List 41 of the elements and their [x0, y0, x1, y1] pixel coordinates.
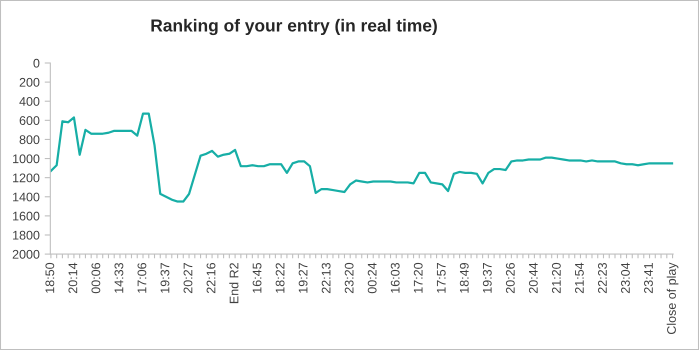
x-tick-label: 20:14 [68, 262, 78, 294]
x-tick-label: 22:23 [598, 262, 607, 294]
y-tick-label: 0 [33, 58, 40, 68]
y-tick-label: 1400 [13, 192, 40, 202]
y-tick-label: 200 [20, 78, 40, 87]
x-tick-label: 20:27 [184, 263, 192, 294]
x-tick-label: 18:49 [460, 263, 469, 293]
x-tick-label: 23:41 [644, 263, 653, 294]
y-tick-label: 1000 [13, 154, 40, 164]
chart-title: Ranking of your entry (in real time) [151, 18, 437, 36]
x-tick-label: 19:37 [160, 263, 170, 293]
x-tick-label: 16:45 [252, 262, 262, 293]
y-tick-label: 1800 [13, 230, 40, 240]
x-tick-label: 17:20 [414, 262, 423, 293]
y-tick-label: 1200 [13, 173, 40, 182]
x-tick-label: 22:16 [206, 262, 216, 294]
x-tick-label: 23:20 [344, 262, 354, 294]
x-tick-label: End R2 [229, 263, 238, 304]
y-tick-label: 800 [20, 135, 40, 144]
x-tick-label: 20:26 [506, 262, 515, 294]
x-tick-label: 18:50 [45, 262, 54, 293]
x-tick-label: 00:06 [91, 262, 100, 294]
y-tick-label: 1600 [13, 212, 40, 221]
x-tick-label: 23:04 [621, 262, 630, 294]
x-tick-label: 22:13 [322, 262, 331, 294]
x-tick-label: Close of play [666, 262, 678, 334]
line-series [50, 112, 674, 203]
x-tick-label: 17:06 [138, 262, 146, 293]
x-tick-label: 21:54 [574, 262, 584, 294]
x-tick-label: 18:22 [276, 263, 285, 293]
x-tick-label: 16:03 [390, 262, 400, 293]
x-tick-label: 17:57 [436, 263, 446, 293]
y-tick-label: 2000 [12, 250, 40, 259]
x-tick-label: 21:20 [552, 262, 561, 294]
x-tick-label: 00:24 [368, 262, 377, 294]
y-tick-label: 600 [20, 116, 40, 125]
x-tick-label: 14:33 [114, 262, 124, 293]
x-tick-label: 19:37 [482, 263, 492, 293]
y-tick-label: 400 [19, 97, 40, 106]
x-tick-label: 19:27 [298, 263, 308, 293]
x-tick-label: 20:44 [528, 262, 538, 294]
